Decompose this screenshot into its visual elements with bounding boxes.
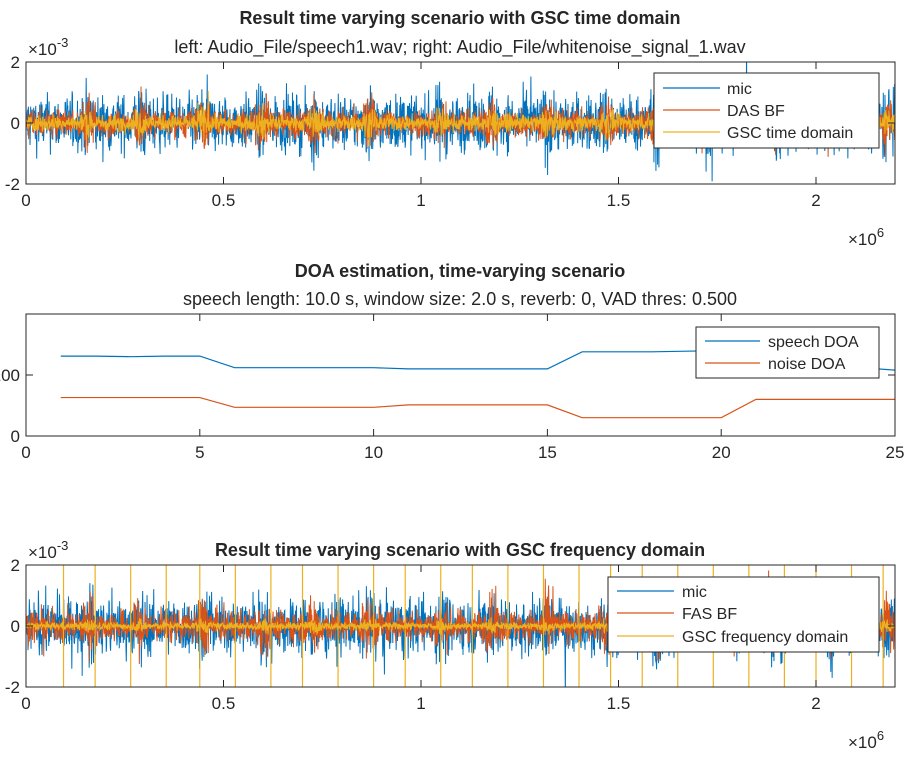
legend: mic DAS BF GSC time domain xyxy=(653,72,880,149)
y-exponent-label: ×10-3 xyxy=(28,538,68,562)
x-tick-label: 25 xyxy=(886,443,905,462)
legend: speech DOA noise DOA xyxy=(695,326,880,379)
x-exponent-label: ×106 xyxy=(848,225,884,249)
x-tick-label: 20 xyxy=(712,443,731,462)
x-tick-label: 0 xyxy=(21,694,30,713)
legend-label-mic: mic xyxy=(727,81,752,98)
legend-label-noise-doa: noise DOA xyxy=(768,356,846,373)
chart-title: DOA estimation, time-varying scenario xyxy=(295,261,625,281)
legend-box xyxy=(695,326,880,379)
y-tick-label: 0 xyxy=(11,114,20,133)
x-tick-label: 0.5 xyxy=(212,191,236,210)
series-noise-doa xyxy=(60,396,895,419)
legend-label-gsc: GSC time domain xyxy=(727,125,853,142)
x-tick-label: 10 xyxy=(364,443,383,462)
x-tick-label: 15 xyxy=(538,443,557,462)
legend: mic FAS BF GSC frequency domain xyxy=(607,576,880,653)
y-tick-label: 100 xyxy=(0,366,20,385)
legend-box xyxy=(607,576,880,653)
x-tick-label: 0.5 xyxy=(212,694,236,713)
y-tick-label: -2 xyxy=(5,678,20,697)
chart-subtitle: speech length: 10.0 s, window size: 2.0 … xyxy=(183,289,737,309)
x-tick-label: 0 xyxy=(21,443,30,462)
subplot-gsc-frequency-domain: Result time varying scenario with GSC fr… xyxy=(5,538,896,752)
x-tick-label: 2 xyxy=(811,191,820,210)
subplot-doa-estimation: DOA estimation, time-varying scenario sp… xyxy=(0,261,904,462)
y-tick-label: -2 xyxy=(5,175,20,194)
y-tick-label: 2 xyxy=(11,53,20,72)
legend-label-mic: mic xyxy=(682,584,707,601)
legend-label-fas-bf: FAS BF xyxy=(682,606,737,623)
x-tick-label: 0 xyxy=(21,191,30,210)
legend-label-das-bf: DAS BF xyxy=(727,103,785,120)
chart-title: Result time varying scenario with GSC ti… xyxy=(239,8,680,28)
legend-label-speech-doa: speech DOA xyxy=(768,334,859,351)
x-tick-label: 5 xyxy=(195,443,204,462)
chart-subtitle: left: Audio_File/speech1.wav; right: Aud… xyxy=(174,37,745,58)
y-exponent-label: ×10-3 xyxy=(28,35,68,59)
legend-label-gsc: GSC frequency domain xyxy=(682,629,848,646)
x-tick-label: 2 xyxy=(811,694,820,713)
chart-title: Result time varying scenario with GSC fr… xyxy=(215,540,705,560)
y-tick-label: 0 xyxy=(11,617,20,636)
y-tick-label: 0 xyxy=(11,427,20,446)
x-tick-label: 1.5 xyxy=(607,694,631,713)
subplot-gsc-time-domain: Result time varying scenario with GSC ti… xyxy=(5,8,896,249)
x-exponent-label: ×106 xyxy=(848,728,884,752)
x-tick-label: 1 xyxy=(416,694,425,713)
y-tick-label: 2 xyxy=(11,556,20,575)
x-tick-label: 1 xyxy=(416,191,425,210)
x-tick-label: 1.5 xyxy=(607,191,631,210)
